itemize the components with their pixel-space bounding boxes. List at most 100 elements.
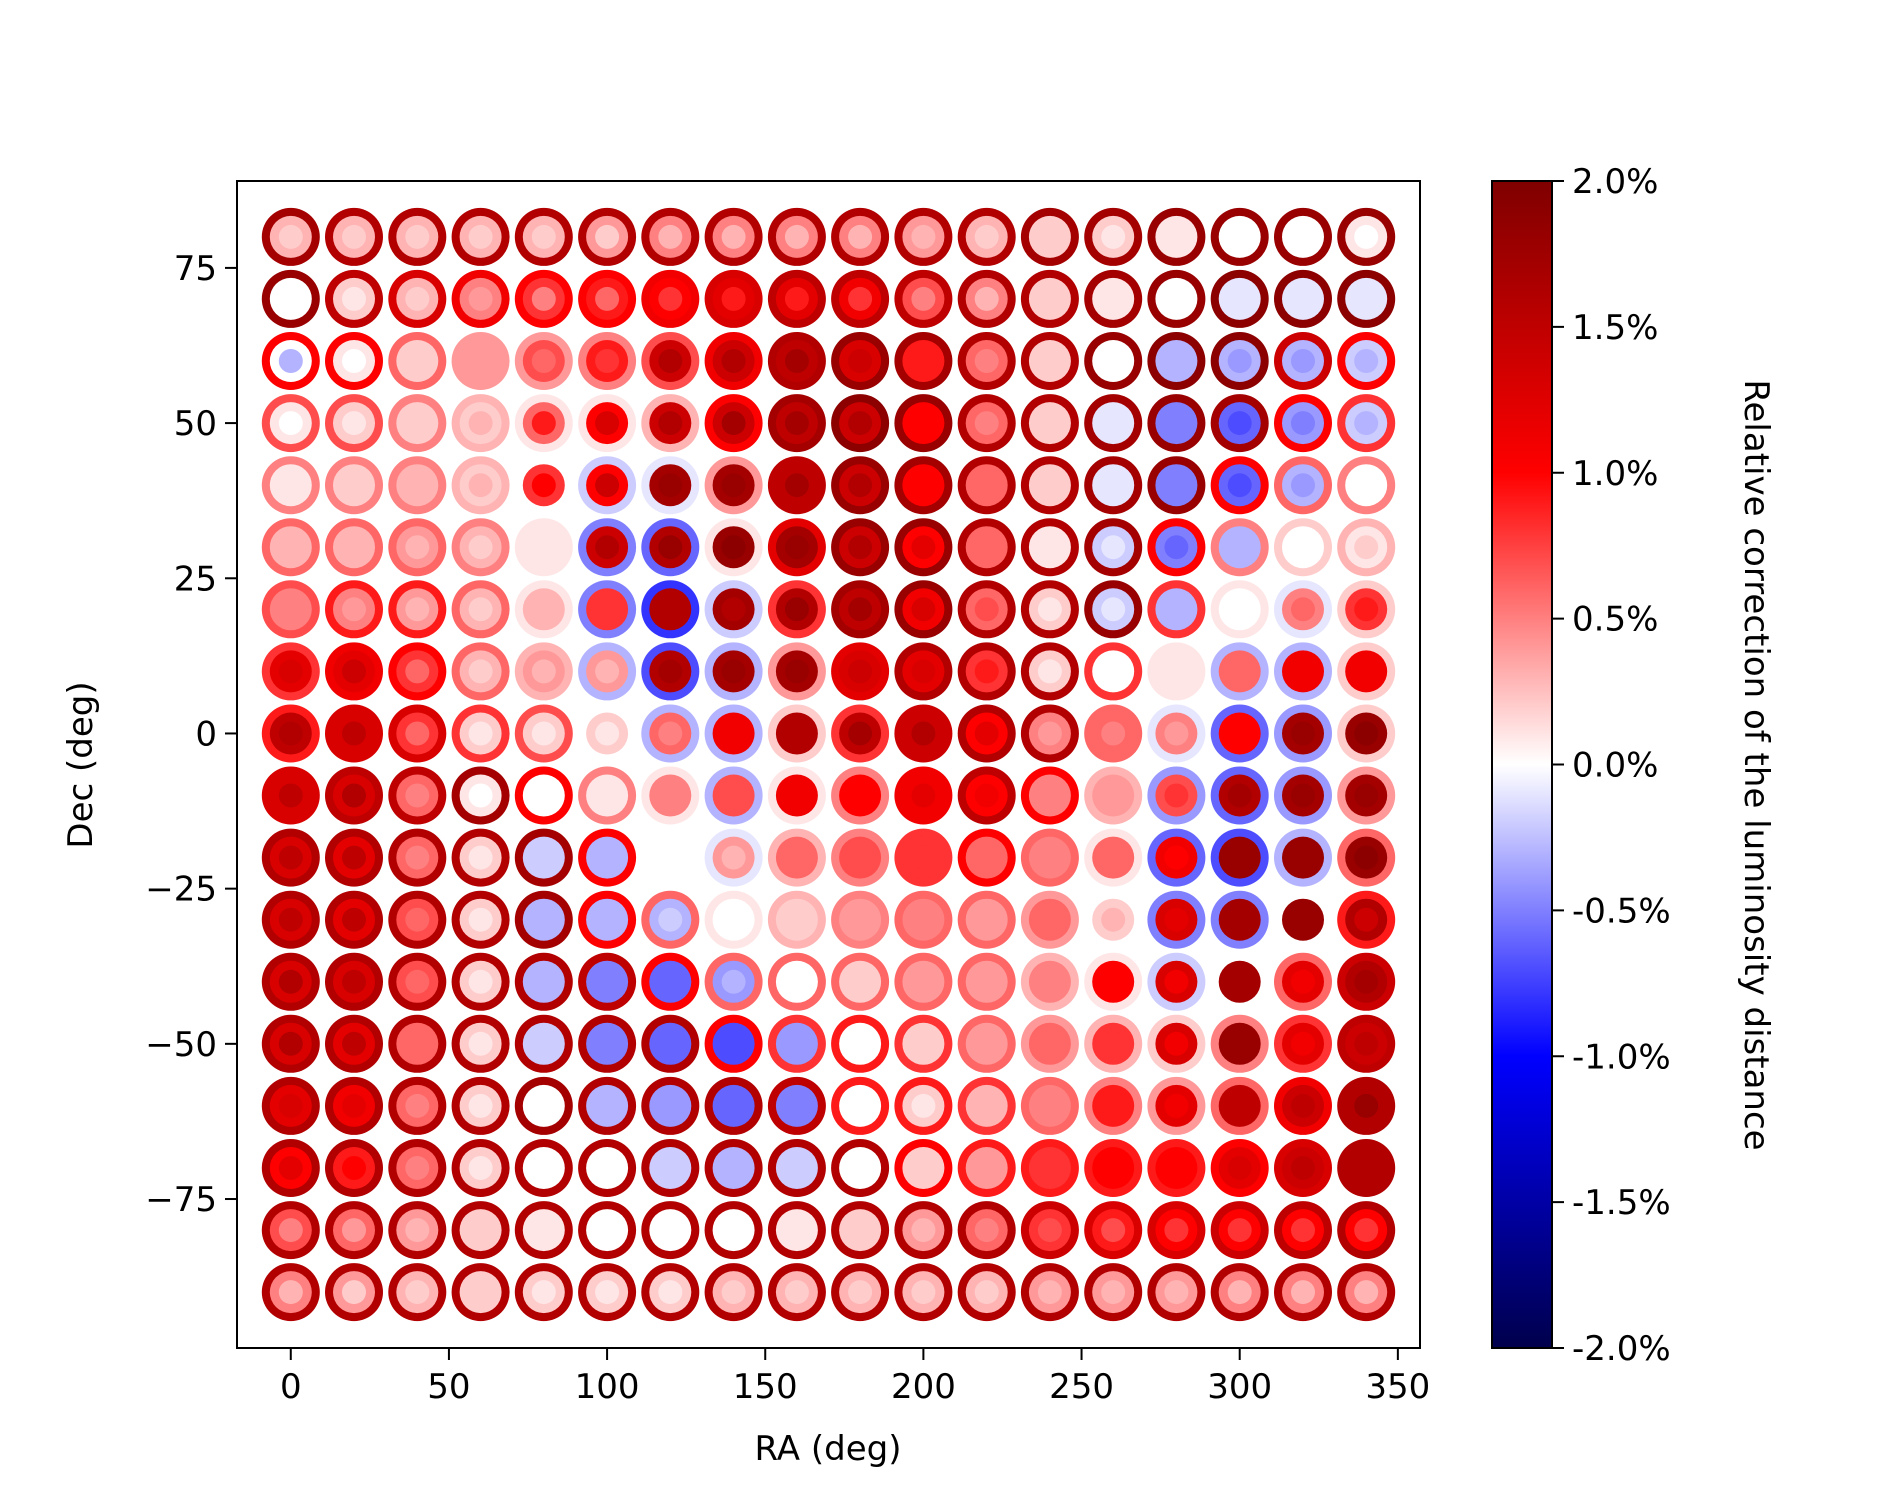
point-ring-inner [721,783,746,808]
point-ring-inner [1227,783,1252,808]
point-ring-inner [1101,286,1126,311]
x-tick-label: 50 [427,1367,470,1407]
point-ring-inner [342,845,366,870]
data-point [641,766,700,825]
point-ring-inner [1291,907,1315,932]
point-ring-inner [1291,969,1315,994]
data-point [261,207,320,266]
point-ring-inner [1164,473,1189,498]
point-ring-inner [1291,1031,1315,1056]
point-ring-inner [911,1280,936,1305]
point-ring-inner [278,1031,303,1056]
point-ring-inner [721,1218,746,1243]
data-point [957,332,1016,390]
data-point [894,456,953,515]
point-ring-inner [1037,845,1062,870]
point-ring-inner [1164,845,1189,870]
point-ring-inner [1227,1218,1252,1243]
point-ring-inner [468,224,493,249]
data-point [325,642,383,701]
data-points [261,207,1396,1322]
data-point [261,1014,320,1073]
data-point [894,766,953,825]
data-point [578,642,637,701]
data-point [325,580,383,639]
colorbar-gradient [1491,180,1553,1349]
data-point [767,952,826,1011]
data-point [388,766,447,825]
point-ring-inner [911,349,936,373]
data-point [767,1201,826,1260]
data-point [831,269,890,328]
data-point [1147,890,1206,949]
data-point [1084,828,1143,887]
data-point [1147,207,1206,266]
data-point [1020,1076,1079,1135]
data-point [261,952,320,1011]
point-ring-inner [784,597,809,622]
data-point [957,890,1016,949]
point-ring-inner [468,783,493,808]
data-point [1147,1139,1206,1197]
data-point [514,456,573,515]
point-ring-inner [278,349,303,373]
data-point [641,332,700,390]
data-point [388,332,447,390]
data-point [325,828,383,887]
point-ring-inner [848,907,873,932]
point-ring-inner [595,1093,620,1118]
point-ring-inner [531,783,556,808]
data-point [1210,332,1269,390]
point-ring-inner [342,473,366,498]
point-ring-inner [1354,1218,1379,1243]
colorbar-tick-label: -0.5% [1572,891,1671,931]
point-ring-inner [1227,224,1252,249]
data-point [578,890,637,949]
point-ring-inner [721,224,746,249]
point-ring-inner [1037,1280,1062,1305]
point-ring-inner [1164,224,1189,249]
point-ring-inner [1291,224,1315,249]
point-ring-inner [1037,1093,1062,1118]
point-ring-inner [1227,659,1252,684]
point-ring-inner [531,597,556,622]
data-point [1147,332,1206,390]
point-ring-inner [911,473,936,498]
data-point [641,1076,700,1135]
point-ring-inner [342,1031,366,1056]
point-ring-inner [721,1031,746,1056]
point-ring-inner [1227,907,1252,932]
point-ring-inner [278,535,303,560]
point-ring-inner [1037,1156,1062,1180]
point-ring-inner [1227,473,1252,498]
data-point [514,890,573,949]
data-point [1020,207,1079,266]
data-point [1274,766,1332,825]
point-ring-inner [1164,969,1189,994]
x-tick-label: 0 [280,1367,302,1407]
data-point [325,394,383,453]
point-ring-inner [1291,473,1315,498]
data-point [1084,394,1143,453]
data-point [1020,1139,1079,1197]
point-ring-inner [595,349,620,373]
data-point [831,518,890,577]
point-ring-inner [1037,411,1062,436]
point-ring-inner [848,969,873,994]
data-point [388,207,447,266]
data-point [767,890,826,949]
data-point [1337,1263,1396,1322]
data-point [894,1076,953,1135]
x-tick-label: 100 [575,1367,640,1407]
point-ring-inner [595,845,620,870]
point-ring-inner [1037,1218,1062,1243]
point-ring-inner [848,721,873,746]
point-ring-inner [784,721,809,746]
data-point [1210,456,1269,515]
data-point [325,766,383,825]
data-point [1274,332,1332,390]
data-point [261,394,320,453]
data-point [261,642,320,701]
data-point [388,269,447,328]
x-tick-label: 250 [1049,1367,1114,1407]
